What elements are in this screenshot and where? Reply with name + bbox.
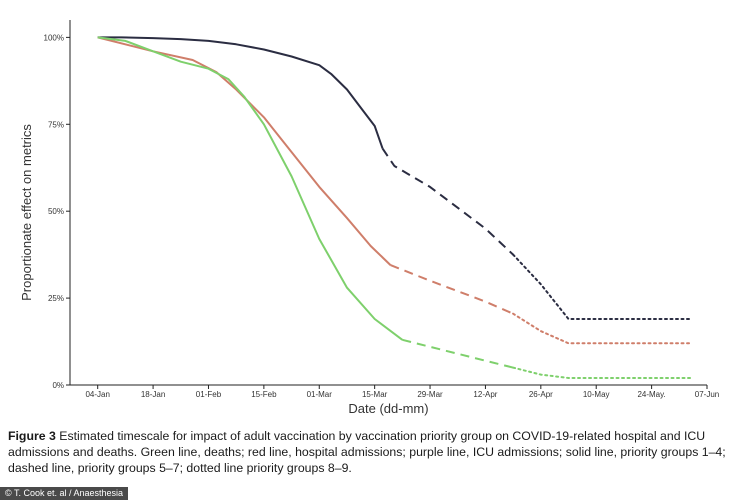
caption-label: Figure 3 xyxy=(8,429,56,443)
x-tick-label: 01-Feb xyxy=(196,390,222,399)
hospital-admissions-dashed-line xyxy=(390,264,514,315)
deaths-solid-line xyxy=(97,36,403,341)
x-tick-label: 10-May xyxy=(583,390,610,399)
x-tick-label: 15-Feb xyxy=(251,390,277,399)
y-axis-title: Proportionate effect on metrics xyxy=(19,124,34,301)
icu-admissions-dashed-line xyxy=(381,148,514,256)
icu-admissions-dotted-line xyxy=(512,253,693,320)
y-tick-label: 0% xyxy=(52,381,64,390)
y-tick-label: 25% xyxy=(48,294,64,303)
x-tick-label: 12-Apr xyxy=(473,390,497,399)
x-tick-label: 01-Mar xyxy=(307,390,333,399)
series-hospital-admissions xyxy=(97,36,693,345)
x-tick-label: 18-Jan xyxy=(141,390,165,399)
deaths-dotted-line xyxy=(512,366,693,379)
y-tick-label: 100% xyxy=(44,33,64,42)
x-tick-label: 07-Jun xyxy=(695,390,719,399)
x-tick-label: 04-Jan xyxy=(85,390,109,399)
series-icu-admissions xyxy=(97,36,693,320)
axes: 0% 25% 50% 75% 100% 04-Jan 18-Jan 01-Feb 15-Feb 0… xyxy=(44,20,719,399)
x-axis-title: Date (dd-mm) xyxy=(348,401,428,416)
x-tick-label: 29-Mar xyxy=(417,390,443,399)
deaths-dashed-line xyxy=(402,338,514,369)
y-tick-label: 50% xyxy=(48,207,64,216)
hospital-admissions-solid-line xyxy=(97,36,392,266)
x-tick-label: 24-May. xyxy=(637,390,665,399)
x-tick-label: 26-Apr xyxy=(529,390,553,399)
chart: 0% 25% 50% 75% 100% 04-Jan 18-Jan 01-Feb 15-Feb 0… xyxy=(19,20,719,416)
caption-text: Estimated timescale for impact of adult … xyxy=(8,429,726,475)
image-credit: © T. Cook et. al / Anaesthesia xyxy=(0,487,129,500)
hospital-admissions-dotted-line xyxy=(512,312,693,345)
series-deaths xyxy=(97,36,693,379)
icu-admissions-solid-line xyxy=(97,36,384,149)
x-tick-label: 15-Mar xyxy=(362,390,388,399)
series-layer xyxy=(97,36,693,379)
y-tick-label: 75% xyxy=(48,120,64,129)
figure-caption: Figure 3 Estimated timescale for impact … xyxy=(8,428,730,476)
